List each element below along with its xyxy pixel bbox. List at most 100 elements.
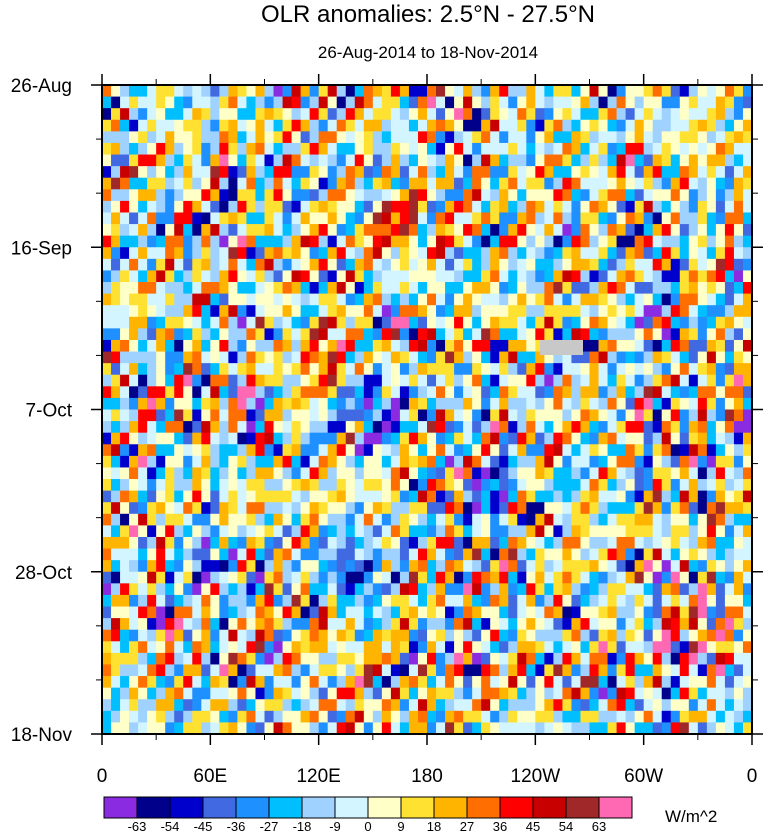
heatmap-cell <box>661 374 672 387</box>
heatmap-cell <box>318 142 329 156</box>
heatmap-cell <box>634 177 645 190</box>
heatmap-cell <box>607 409 618 422</box>
heatmap-cell <box>264 154 275 167</box>
heatmap-cell <box>372 525 383 538</box>
heatmap-cell <box>408 502 419 515</box>
heatmap-cell <box>111 397 121 411</box>
heatmap-cell <box>670 641 681 654</box>
heatmap-cell <box>571 397 582 411</box>
heatmap-cell <box>616 629 627 642</box>
heatmap-cell <box>544 571 554 584</box>
heatmap-cell <box>454 363 464 376</box>
heatmap-cell <box>679 142 690 156</box>
heatmap-cell <box>508 293 518 306</box>
heatmap-cell <box>300 641 311 654</box>
heatmap-cell <box>697 177 708 190</box>
heatmap-cell <box>156 479 166 492</box>
heatmap-cell <box>111 258 121 272</box>
colorbar-swatch <box>268 796 303 819</box>
heatmap-cell <box>192 154 202 167</box>
heatmap-cell <box>499 108 509 121</box>
heatmap-cell <box>499 409 509 422</box>
heatmap-cell <box>517 351 527 364</box>
heatmap-cell <box>697 513 708 526</box>
heatmap-cell <box>472 154 482 167</box>
heatmap-cell <box>634 328 645 341</box>
heatmap-cell <box>553 571 564 584</box>
heatmap-cell <box>129 328 139 341</box>
heatmap-cell <box>129 131 139 144</box>
heatmap-cell <box>390 212 401 225</box>
heatmap-cell <box>147 606 157 619</box>
heatmap-cell <box>580 258 591 272</box>
heatmap-cell <box>156 374 166 387</box>
heatmap-cell <box>255 282 266 295</box>
colorbar-label: 0 <box>364 819 371 834</box>
heatmap-cell <box>580 444 591 457</box>
heatmap-cell <box>445 594 455 608</box>
heatmap-cell <box>535 676 545 689</box>
heatmap-cell <box>526 594 536 608</box>
heatmap-cell <box>697 664 708 677</box>
heatmap-cell <box>535 154 545 167</box>
heatmap-cell <box>417 548 428 561</box>
heatmap-cell <box>201 699 211 712</box>
heatmap-cell <box>345 676 356 689</box>
heatmap-cell <box>354 282 365 295</box>
heatmap-cell <box>111 455 121 469</box>
heatmap-cell <box>715 224 726 237</box>
heatmap-cell <box>508 351 518 364</box>
heatmap-cell <box>228 525 239 538</box>
heatmap-cell <box>607 455 618 469</box>
heatmap-cell <box>715 363 726 376</box>
heatmap-cell <box>102 699 112 712</box>
heatmap-cell <box>336 142 347 156</box>
heatmap-cell <box>399 536 410 550</box>
heatmap-cell <box>643 421 654 434</box>
heatmap-cell <box>237 189 248 202</box>
heatmap-cell <box>697 293 708 306</box>
heatmap-cell <box>102 166 112 179</box>
heatmap-cell <box>120 142 130 156</box>
heatmap-cell <box>228 316 239 329</box>
heatmap-cell <box>607 594 618 608</box>
heatmap-cell <box>399 444 410 457</box>
heatmap-cell <box>562 652 573 666</box>
colorbar-label: 36 <box>493 819 507 834</box>
heatmap-cell <box>526 247 536 260</box>
heatmap-cell <box>102 397 112 411</box>
heatmap-cell <box>408 432 419 445</box>
heatmap-cell <box>607 710 618 724</box>
heatmap-cell <box>436 224 446 237</box>
heatmap-cell <box>273 339 284 353</box>
heatmap-cell <box>544 270 554 283</box>
heatmap-cell <box>697 606 708 619</box>
heatmap-cell <box>138 374 148 387</box>
heatmap-cell <box>742 676 753 689</box>
heatmap-cell <box>526 166 536 179</box>
heatmap-cell <box>445 85 455 98</box>
heatmap-cell <box>399 258 410 272</box>
heatmap-cell <box>490 166 500 179</box>
heatmap-cell <box>111 96 121 109</box>
heatmap-cell <box>733 212 744 225</box>
heatmap-cell <box>417 235 428 248</box>
colorbar-swatch <box>301 796 336 819</box>
heatmap-cell <box>120 421 130 434</box>
heatmap-cell <box>625 270 636 283</box>
heatmap-cell <box>454 571 464 584</box>
heatmap-cell <box>300 467 311 480</box>
heatmap-cell <box>147 676 157 689</box>
heatmap-cell <box>255 455 266 469</box>
heatmap-cell <box>165 305 175 318</box>
heatmap-cell <box>562 444 573 457</box>
heatmap-cell <box>336 85 347 98</box>
heatmap-cell <box>553 722 564 735</box>
heatmap-cell <box>661 606 672 619</box>
heatmap-cell <box>706 212 717 225</box>
heatmap-cell <box>381 699 392 712</box>
heatmap-cell <box>318 386 329 399</box>
heatmap-cell <box>472 629 482 642</box>
heatmap-cell <box>102 85 112 98</box>
heatmap-cell <box>372 85 383 98</box>
